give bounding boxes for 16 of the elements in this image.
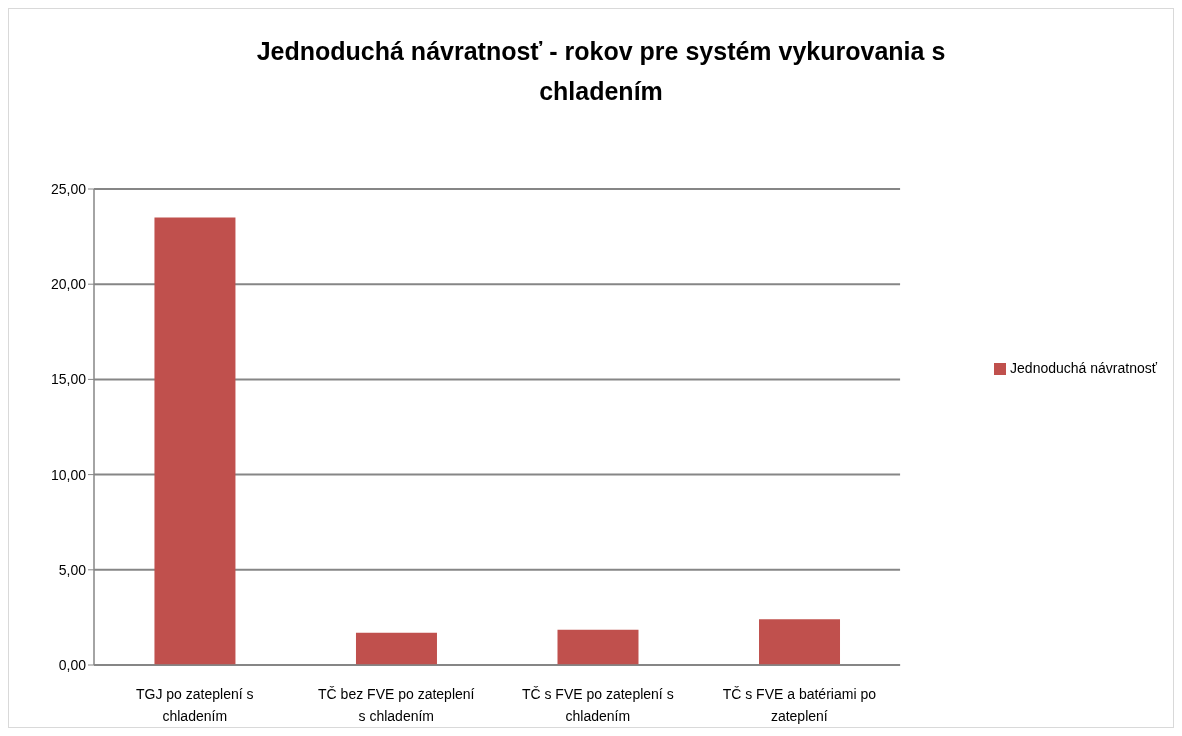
bar (154, 217, 236, 665)
y-tick-label: 10,00 (50, 466, 87, 483)
x-tick-label: TGJ po zateplení s chladením (136, 685, 254, 725)
bar (355, 632, 437, 665)
y-tick-label: 25,00 (50, 180, 87, 197)
bar (557, 629, 639, 665)
y-tick-label: 5,00 (58, 561, 87, 578)
y-tick-label: 15,00 (50, 371, 87, 388)
chart-title: Jednoduchá návratnosť - rokov pre systém vykurovania s chladením (255, 36, 947, 107)
y-tick-label: 20,00 (50, 276, 87, 293)
x-tick-label: TČ s FVE a batériami po zateplení (722, 685, 877, 725)
x-tick-label: TČ bez FVE po zateplení s chladením (318, 685, 475, 725)
legend-label: Jednoduchá návratnosť (1010, 360, 1157, 376)
bar (759, 619, 841, 665)
y-tick-label: 0,00 (58, 656, 87, 673)
x-tick-label: TČ s FVE po zateplení s chladením (521, 685, 674, 725)
